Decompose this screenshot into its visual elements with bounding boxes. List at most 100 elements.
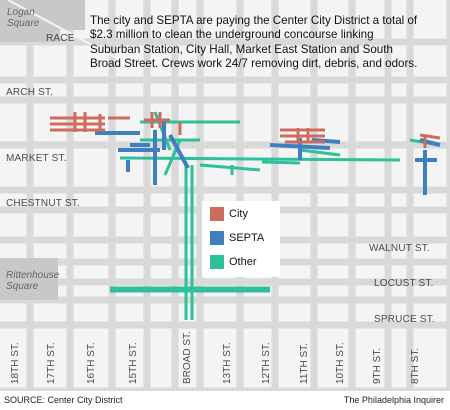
vertical-street-label: 10TH ST. xyxy=(335,342,346,384)
map: The city and SEPTA are paying the Center… xyxy=(0,0,450,391)
city-block xyxy=(355,103,385,142)
city-block xyxy=(355,243,385,259)
city-block xyxy=(73,148,109,187)
city-block xyxy=(33,213,67,237)
city-block xyxy=(115,103,144,142)
city-block xyxy=(317,285,349,297)
city-block xyxy=(317,303,349,322)
city-block xyxy=(355,213,385,237)
city-block xyxy=(413,45,447,77)
legend-item-city: City xyxy=(210,206,248,222)
city-block xyxy=(178,0,197,39)
city-block xyxy=(0,83,27,97)
city-block xyxy=(115,213,144,237)
city-block xyxy=(278,83,311,97)
city-block xyxy=(391,45,407,77)
publisher-credit: The Philadelphia Inquirer xyxy=(343,395,444,405)
street-label-race: RACE xyxy=(46,33,75,44)
source-credit: SOURCE: Center City District xyxy=(4,395,123,405)
city-block xyxy=(413,303,447,322)
city-block xyxy=(203,83,237,97)
vertical-street-label: 9TH ST. xyxy=(372,347,383,384)
city-block xyxy=(355,265,385,279)
logan-square-text: Logan Square xyxy=(7,7,40,29)
city-block xyxy=(243,148,272,187)
legend-item-other: Other xyxy=(210,254,257,270)
city-block xyxy=(391,265,407,279)
city-block xyxy=(115,45,144,77)
city-block xyxy=(33,193,67,207)
city-block xyxy=(278,285,311,297)
other-swatch xyxy=(210,255,224,269)
legend-label-other: Other xyxy=(229,256,257,268)
city-block xyxy=(413,83,447,97)
city-block xyxy=(0,303,27,322)
city-block xyxy=(391,243,407,259)
city-block xyxy=(413,265,447,279)
city-block xyxy=(33,328,67,388)
city-block xyxy=(0,328,27,388)
city-block xyxy=(317,213,349,237)
city-block xyxy=(278,243,311,259)
city-block xyxy=(317,193,349,207)
city-block xyxy=(413,285,447,297)
city-block xyxy=(178,45,197,77)
city-block xyxy=(278,213,311,237)
city-block xyxy=(317,83,349,97)
city-block xyxy=(413,213,447,237)
rittenhouse-square-label: Rittenhouse Square xyxy=(6,270,62,292)
city-block xyxy=(115,303,144,322)
vertical-street-label: 15TH ST. xyxy=(128,342,139,384)
city-block xyxy=(278,193,311,207)
street-grid xyxy=(0,0,447,388)
city-block xyxy=(391,103,407,142)
legend-label-septa: SEPTA xyxy=(229,232,265,244)
vertical-street-label: 17TH ST. xyxy=(46,342,57,384)
city-block xyxy=(203,0,237,39)
city-block xyxy=(413,148,447,187)
city-block xyxy=(243,303,272,322)
city-block xyxy=(355,148,385,187)
city-block xyxy=(150,243,172,259)
street-label-market: MARKET ST. xyxy=(6,153,67,164)
city-block xyxy=(115,243,144,259)
city-block xyxy=(150,213,172,237)
concourse-network xyxy=(50,111,441,320)
city-block xyxy=(33,45,67,77)
city-block xyxy=(355,328,385,388)
city-block xyxy=(413,328,447,388)
vertical-street-label: 11TH ST. xyxy=(299,343,310,384)
city-block xyxy=(73,213,109,237)
city-block xyxy=(178,328,197,388)
city-block xyxy=(278,328,311,388)
city-block xyxy=(0,148,27,187)
city-block xyxy=(243,0,272,39)
city-block xyxy=(391,193,407,207)
city-block xyxy=(150,303,172,322)
city-block xyxy=(243,83,272,97)
vertical-street-label: BROAD ST. xyxy=(182,331,193,384)
city-block xyxy=(317,243,349,259)
city-block xyxy=(355,193,385,207)
vertical-street-label: 18TH ST. xyxy=(10,342,21,384)
city-block xyxy=(73,303,109,322)
city-block xyxy=(278,148,311,187)
city-block xyxy=(278,265,311,279)
city-swatch xyxy=(210,207,224,221)
city-block xyxy=(391,83,407,97)
vertical-street-label: 12TH ST. xyxy=(261,342,272,384)
city-block xyxy=(278,0,311,39)
city-block xyxy=(413,0,447,39)
septa-swatch xyxy=(210,231,224,245)
city-block xyxy=(243,45,272,77)
city-block xyxy=(391,303,407,322)
city-block xyxy=(278,303,311,322)
city-block xyxy=(73,193,109,207)
street-label-arch: ARCH ST. xyxy=(6,87,54,98)
street-label-chestnut: CHESTNUT ST. xyxy=(6,198,80,209)
city-block xyxy=(391,148,407,187)
city-block xyxy=(0,243,27,259)
logan-square-park xyxy=(0,0,85,42)
city-block xyxy=(413,193,447,207)
city-block xyxy=(73,265,109,279)
